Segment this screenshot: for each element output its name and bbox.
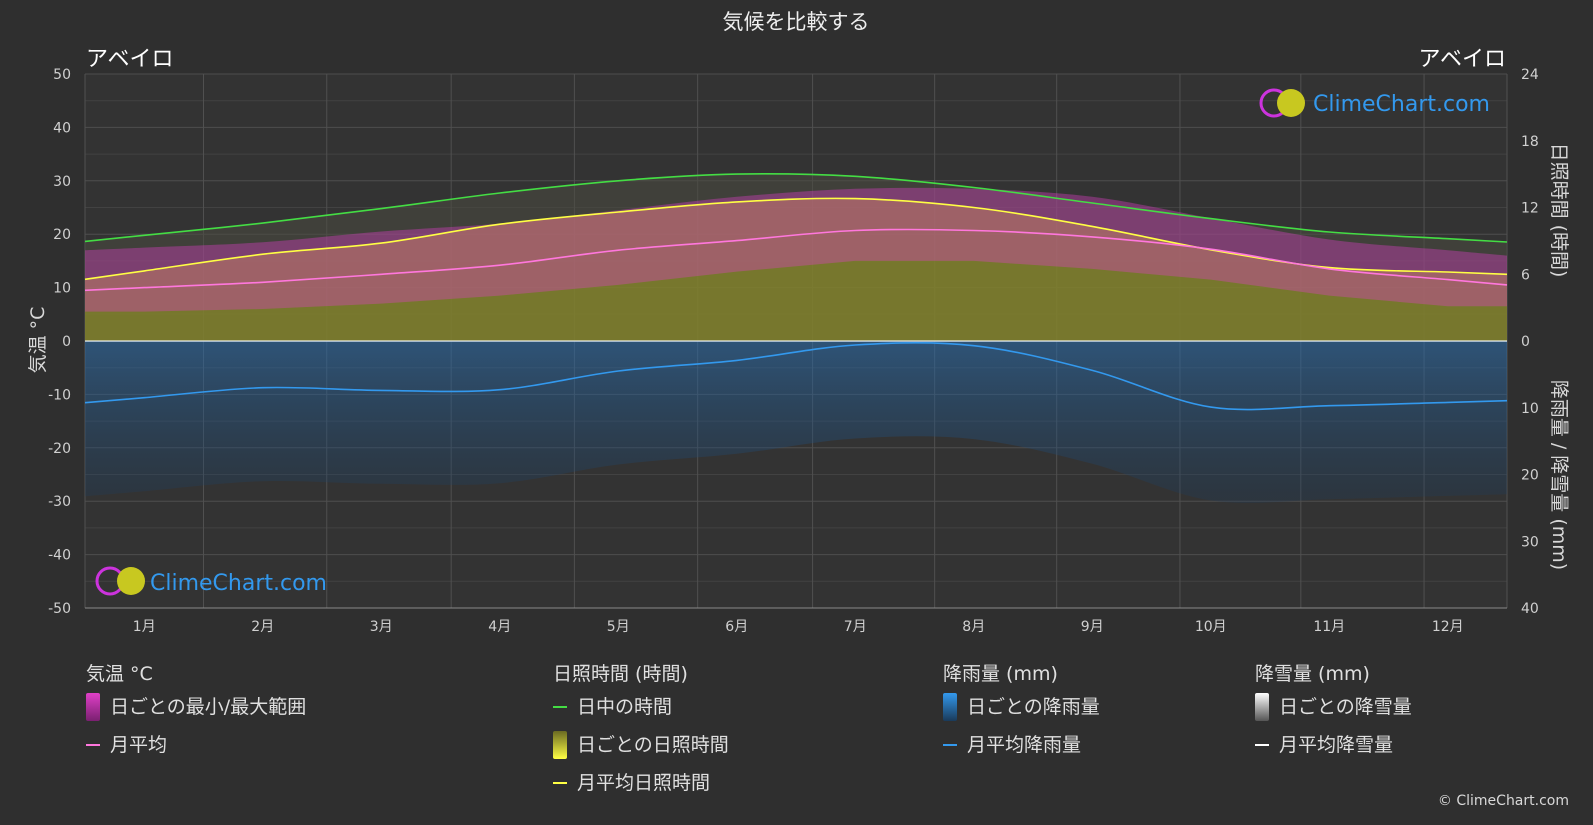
legend-sunshine-avg-label: 月平均日照時間 (577, 772, 711, 794)
left-tick-label: 50 (53, 67, 71, 83)
legend-temp-range-label: 日ごとの最小/最大範囲 (110, 696, 307, 718)
month-tick-label: 7月 (844, 619, 867, 635)
legend-rain-avg-label: 月平均降雨量 (967, 734, 1082, 756)
data-lines (84, 173, 1508, 411)
month-tick-label: 10月 (1195, 619, 1227, 635)
daylight-swatch (553, 706, 567, 708)
left-tick-label: 30 (53, 174, 71, 190)
temp-avg-swatch (86, 744, 100, 746)
right-top-axis-label: 日照時間 (時間) (1548, 143, 1570, 278)
legend-item-temp-avg: 月平均 (86, 726, 306, 764)
legend-item-sunshine-daily: 日ごとの日照時間 (553, 726, 729, 764)
climate-chart: 気候を比較する アベイロ アベイロ 50 40 30 20 10 0 -10 -20 -30 -4… (27, 10, 1570, 635)
legend-rain: 降雨量 (mm) 日ごとの降雨量 月平均降雨量 (943, 660, 1100, 764)
month-tick-label: 6月 (725, 619, 748, 635)
sunshine-daily-swatch (553, 731, 567, 759)
legend-item-snow-avg: 月平均降雪量 (1255, 726, 1412, 764)
axis-ticks: 50 40 30 20 10 0 -10 -20 -30 -40 -50 24 18 12 6 0 10 20 30… (48, 67, 1539, 635)
legend-daylight-label: 日中の時間 (577, 696, 673, 718)
snow-daily-swatch (1255, 693, 1269, 721)
legend-sunshine-daily-label: 日ごとの日照時間 (577, 734, 729, 756)
month-tick-label: 4月 (488, 619, 511, 635)
legend-item-daylight: 日中の時間 (553, 688, 729, 726)
left-axis-label: 気温 °C (27, 307, 49, 374)
legend-item-rain-daily: 日ごとの降雨量 (943, 688, 1100, 726)
right-top-tick-label: 0 (1521, 334, 1530, 350)
logo-sun-icon (1277, 89, 1305, 117)
legend-snow: 降雪量 (mm) 日ごとの降雪量 月平均降雪量 (1255, 660, 1412, 764)
month-tick-label: 3月 (370, 619, 393, 635)
legend-item-rain-avg: 月平均降雨量 (943, 726, 1100, 764)
legend-item-snow-daily: 日ごとの降雪量 (1255, 688, 1412, 726)
month-tick-label: 5月 (607, 619, 630, 635)
legend-snow-daily-label: 日ごとの降雪量 (1279, 696, 1412, 718)
right-bottom-axis-label: 降雨量 / 降雪量 (mm) (1548, 380, 1570, 570)
temperature-range-area (85, 187, 1507, 312)
right-top-tick-label: 18 (1521, 134, 1539, 150)
rain-avg-swatch (943, 744, 957, 746)
temperature-avg-line (84, 228, 1508, 292)
rain-daily-swatch (943, 693, 957, 721)
right-bottom-tick-label: 10 (1521, 401, 1539, 417)
month-tick-label: 12月 (1432, 619, 1464, 635)
month-tick-label: 8月 (962, 619, 985, 635)
legend-snow-avg-label: 月平均降雪量 (1279, 734, 1394, 756)
month-tick-label: 11月 (1313, 619, 1345, 635)
right-bottom-tick-label: 40 (1521, 601, 1539, 617)
right-bottom-tick-label: 30 (1521, 534, 1539, 550)
legend-item-sunshine-avg: 月平均日照時間 (553, 764, 729, 802)
legend-sunshine-header: 日照時間 (時間) (553, 663, 688, 685)
legend-item-temp-range: 日ごとの最小/最大範囲 (86, 688, 306, 726)
legend-snow-header: 降雪量 (mm) (1255, 663, 1370, 685)
month-tick-label: 1月 (133, 619, 156, 635)
temp-range-swatch (86, 693, 100, 721)
legend-temperature-header: 気温 °C (86, 663, 153, 685)
rain-avg-line (84, 342, 1508, 411)
left-tick-label: 20 (53, 227, 71, 243)
month-tick-label: 9月 (1081, 619, 1104, 635)
location-left: アベイロ (86, 47, 174, 72)
legend: 気温 °C 日ごとの最小/最大範囲 月平均 日照時間 (時間) 日中の時間 日ご… (0, 660, 1593, 810)
left-tick-label: -50 (48, 601, 71, 617)
legend-rain-daily-label: 日ごとの降雨量 (967, 696, 1100, 718)
left-tick-label: 40 (53, 120, 71, 136)
location-right: アベイロ (1418, 47, 1506, 72)
right-bottom-tick-label: 20 (1521, 468, 1539, 484)
month-tick-label: 2月 (251, 619, 274, 635)
chart-title: 気候を比較する (723, 10, 870, 34)
logo-sun-icon (117, 567, 145, 595)
rain-area (85, 341, 1507, 503)
right-top-tick-label: 12 (1521, 201, 1539, 217)
daylight-line (84, 173, 1508, 243)
left-tick-label: 0 (62, 334, 71, 350)
legend-temp-avg-label: 月平均 (110, 734, 168, 756)
sunshine-avg-swatch (553, 782, 567, 784)
left-tick-label: -30 (48, 494, 71, 510)
watermark-top: ClimeChart.com (1259, 88, 1490, 118)
legend-temperature: 気温 °C 日ごとの最小/最大範囲 月平均 (86, 660, 306, 764)
legend-sunshine: 日照時間 (時間) 日中の時間 日ごとの日照時間 月平均日照時間 (553, 660, 729, 802)
watermark-text-bottom: ClimeChart.com (150, 571, 327, 596)
watermark-text-top: ClimeChart.com (1313, 92, 1490, 117)
right-top-tick-label: 24 (1521, 67, 1539, 83)
legend-rain-header: 降雨量 (mm) (943, 663, 1058, 685)
snow-avg-swatch (1255, 744, 1269, 746)
watermark-bottom: ClimeChart.com (95, 566, 327, 596)
left-tick-label: -20 (48, 441, 71, 457)
right-top-tick-label: 6 (1521, 267, 1530, 283)
left-tick-label: 10 (53, 281, 71, 297)
left-tick-label: -40 (48, 548, 71, 564)
copyright: © ClimeChart.com (1437, 793, 1569, 809)
left-tick-label: -10 (48, 387, 71, 403)
